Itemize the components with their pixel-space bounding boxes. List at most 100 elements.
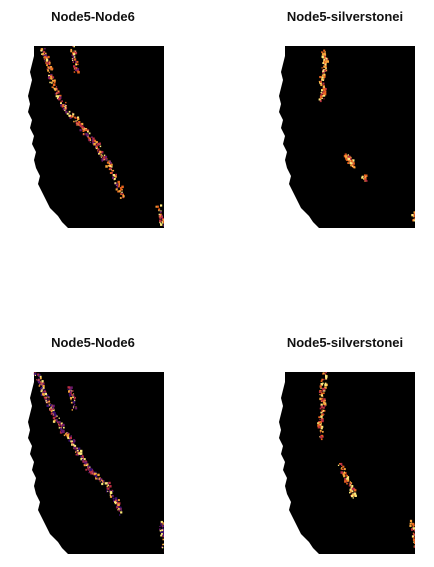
hotspot-pixel xyxy=(73,50,76,53)
hotspot-pixel xyxy=(321,430,324,433)
hotspot-pixel xyxy=(37,380,41,384)
hotspot-pixel xyxy=(82,460,85,463)
hotspot-pixel xyxy=(68,112,70,114)
hotspot-pixel xyxy=(43,58,45,60)
hotspot-pixel xyxy=(162,531,164,534)
hotspot-pixel xyxy=(45,398,48,401)
hotspot-pixel xyxy=(79,124,83,128)
hotspot-pixel xyxy=(75,451,77,453)
hotspot-pixel xyxy=(83,464,86,467)
hotspot-pixel xyxy=(96,146,98,148)
hotspot-pixel xyxy=(323,89,326,92)
hotspot-pixel xyxy=(323,65,326,68)
hotspot-pixel xyxy=(97,151,100,154)
hotspot-pixel xyxy=(98,142,101,145)
hotspot-pixel xyxy=(160,218,162,220)
hotspot-pixel xyxy=(78,123,81,126)
hotspot-pixel xyxy=(43,389,46,392)
hotspot-pixel xyxy=(319,407,322,410)
hotspot-pixel xyxy=(74,403,76,405)
hotspot-pixel xyxy=(321,393,323,395)
hotspot-pixel xyxy=(339,463,341,465)
hotspot-pixel xyxy=(51,413,53,415)
hotspot-pixel xyxy=(41,383,45,386)
hotspot-pixel xyxy=(99,145,102,148)
hotspot-pixel xyxy=(350,494,352,497)
hotspot-pixel xyxy=(72,115,74,117)
hotspot-pixel xyxy=(56,93,58,95)
hotspot-pixel xyxy=(109,165,112,167)
hotspot-pixel xyxy=(69,116,72,119)
hotspot-pixel xyxy=(324,373,326,375)
hotspot-pixel xyxy=(110,491,112,493)
hotspot-pixel xyxy=(37,373,40,376)
hotspot-pixel xyxy=(40,381,42,383)
hotspot-pixel xyxy=(365,174,368,177)
hotspot-pixel xyxy=(73,46,75,48)
hotspot-pixel xyxy=(73,405,75,407)
hotspot-pixel xyxy=(326,60,329,63)
hotspot-pixel xyxy=(321,53,325,56)
hotspot-pixel xyxy=(158,215,161,217)
hotspot-pixel xyxy=(161,214,163,216)
hotspot-pixel xyxy=(159,222,161,224)
hotspot-pixel xyxy=(414,529,415,532)
hotspot-pixel xyxy=(68,386,71,389)
hotspot-pixel xyxy=(347,479,350,482)
hotspot-pixel xyxy=(321,51,323,53)
hotspot-pixel xyxy=(321,398,324,400)
hotspot-pixel xyxy=(83,461,85,464)
hotspot-pixel xyxy=(58,424,61,427)
hotspot-pixel xyxy=(42,386,45,389)
hotspot-pixel xyxy=(60,104,63,107)
hotspot-pixel xyxy=(84,462,87,465)
hotspot-pixel xyxy=(163,543,164,545)
hotspot-pixel xyxy=(349,488,352,492)
hotspot-pixel xyxy=(62,431,64,434)
hotspot-pixel xyxy=(116,502,118,504)
hotspot-pixel xyxy=(346,157,348,159)
hotspot-pixel xyxy=(162,522,164,524)
hotspot-pixel xyxy=(354,489,357,492)
hotspot-pixel xyxy=(319,418,321,421)
hotspot-pixel xyxy=(51,407,53,409)
hotspot-pixel xyxy=(76,116,80,119)
hotspot-pixel xyxy=(343,468,345,470)
hotspot-pixel xyxy=(52,416,56,420)
hotspot-pixel xyxy=(352,163,354,165)
hotspot-pixel xyxy=(89,465,91,467)
hotspot-pixel xyxy=(102,156,105,159)
land-mass xyxy=(279,46,415,228)
raster-map xyxy=(279,46,415,228)
hotspot-pixel xyxy=(111,171,113,174)
hotspot-pixel xyxy=(48,63,51,65)
hotspot-pixel xyxy=(70,440,73,443)
hotspot-pixel xyxy=(98,152,100,155)
hotspot-pixel xyxy=(349,160,352,163)
hotspot-pixel xyxy=(80,455,82,457)
hotspot-pixel xyxy=(411,528,413,531)
hotspot-pixel xyxy=(101,154,103,156)
panel-title: Node5-silverstonei xyxy=(286,335,404,350)
hotspot-pixel xyxy=(70,50,73,53)
hotspot-pixel xyxy=(343,468,346,471)
hotspot-pixel xyxy=(162,523,164,525)
hotspot-pixel xyxy=(351,495,354,498)
hotspot-pixel xyxy=(342,465,345,468)
hotspot-pixel xyxy=(349,157,352,161)
hotspot-pixel xyxy=(77,68,80,71)
hotspot-pixel xyxy=(72,439,74,442)
hotspot-pixel xyxy=(48,399,50,401)
hotspot-pixel xyxy=(158,210,160,212)
hotspot-pixel xyxy=(92,137,95,140)
hotspot-pixel xyxy=(89,467,92,470)
hotspot-pixel xyxy=(74,67,76,70)
hotspot-pixel xyxy=(323,400,326,403)
hotspot-pixel xyxy=(324,55,326,58)
hotspot-pixel xyxy=(72,401,75,404)
hotspot-pixel xyxy=(321,420,324,423)
hotspot-pixel xyxy=(70,390,72,393)
hotspot-pixel xyxy=(75,60,78,63)
hotspot-pixel xyxy=(324,405,326,407)
hotspot-pixel xyxy=(73,65,76,68)
